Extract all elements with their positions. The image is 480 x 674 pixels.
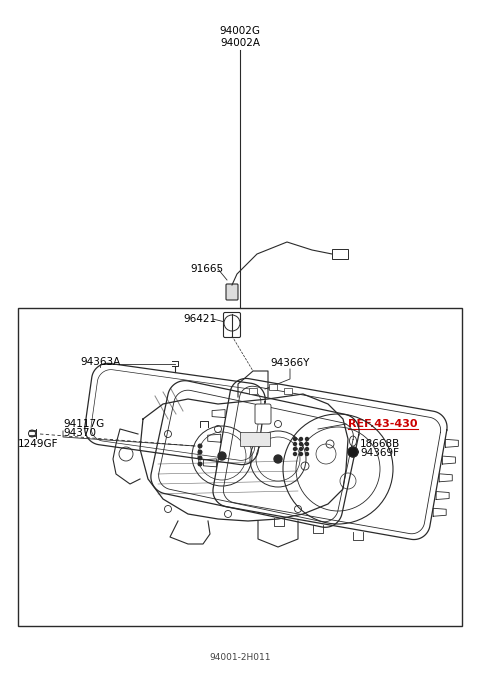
Circle shape [305, 437, 309, 441]
Text: 94001-2H011: 94001-2H011 [209, 653, 271, 662]
FancyBboxPatch shape [255, 404, 271, 424]
FancyBboxPatch shape [224, 313, 240, 338]
Circle shape [198, 450, 202, 454]
Circle shape [305, 448, 309, 450]
Circle shape [218, 452, 226, 460]
Circle shape [348, 447, 358, 457]
Circle shape [305, 443, 309, 446]
Bar [249, 388, 257, 394]
Circle shape [300, 443, 302, 446]
Circle shape [293, 452, 297, 456]
Text: 94366Y: 94366Y [270, 358, 310, 368]
Circle shape [274, 455, 282, 463]
Text: 94363A: 94363A [80, 357, 120, 367]
Text: 18668B: 18668B [360, 439, 400, 449]
Text: 94002A: 94002A [220, 38, 260, 48]
Circle shape [293, 443, 297, 446]
Text: 94117G: 94117G [63, 419, 104, 429]
Circle shape [293, 437, 297, 441]
Circle shape [198, 462, 202, 466]
Text: 94002G: 94002G [219, 26, 261, 36]
Circle shape [305, 452, 309, 456]
FancyBboxPatch shape [226, 284, 238, 300]
Circle shape [293, 448, 297, 450]
Text: 94370: 94370 [63, 428, 96, 438]
Circle shape [300, 452, 302, 456]
Text: 94369F: 94369F [360, 448, 399, 458]
Bar [332, 249, 348, 259]
Text: 1249GF: 1249GF [18, 439, 59, 449]
Text: 96421: 96421 [183, 314, 216, 324]
Bar [284, 388, 292, 394]
Circle shape [198, 444, 202, 448]
Circle shape [300, 448, 302, 450]
Text: 91665: 91665 [190, 264, 223, 274]
Bar [269, 384, 277, 390]
Circle shape [300, 437, 302, 441]
Bar [18, 308, 462, 626]
Text: REF.43-430: REF.43-430 [348, 419, 418, 429]
Bar [240, 432, 270, 446]
Circle shape [198, 456, 202, 460]
